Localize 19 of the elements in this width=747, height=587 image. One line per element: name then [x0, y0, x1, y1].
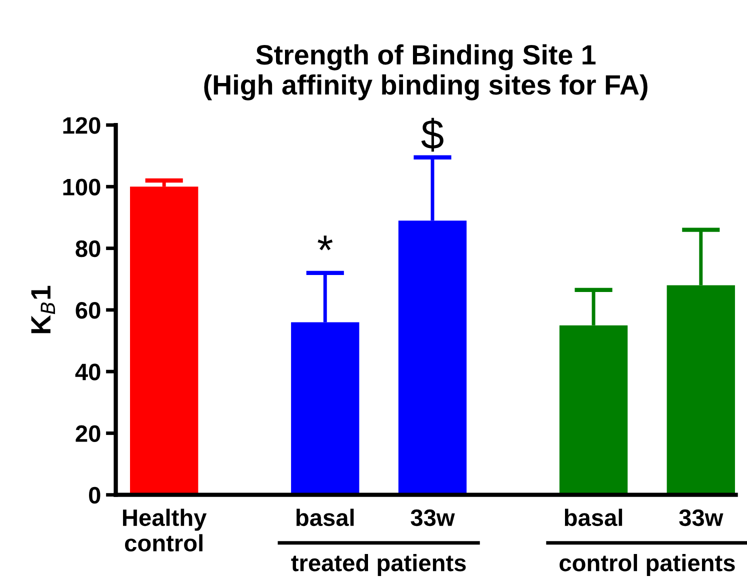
annotation: $: [421, 118, 444, 152]
x-tick-label: 33w: [410, 509, 455, 526]
y-axis-title: K$_{B}$1: [31, 286, 55, 334]
y-tick-label: 60: [76, 302, 100, 319]
y-tick-label: 40: [75, 364, 100, 380]
text: treated patients: [291, 554, 466, 576]
y-tick-label: 120: [63, 117, 100, 134]
y-tick-label: 80: [76, 240, 100, 258]
x-tick-label: Healthy control: [123, 508, 207, 552]
text: control patients: [560, 554, 735, 576]
bar: [130, 186, 198, 495]
y-tick-label: 20: [76, 425, 100, 442]
x-tick-label: basal: [564, 508, 622, 526]
chart-title: Strength of Binding Site 1 (High affinity binding sites for FA): [204, 44, 648, 100]
x-tick-label: basal: [296, 508, 354, 526]
y-tick-label: 100: [63, 178, 100, 196]
y-tick-label: 0: [89, 486, 100, 504]
annotation: *: [318, 236, 333, 250]
x-tick-label: 33w: [679, 509, 724, 526]
